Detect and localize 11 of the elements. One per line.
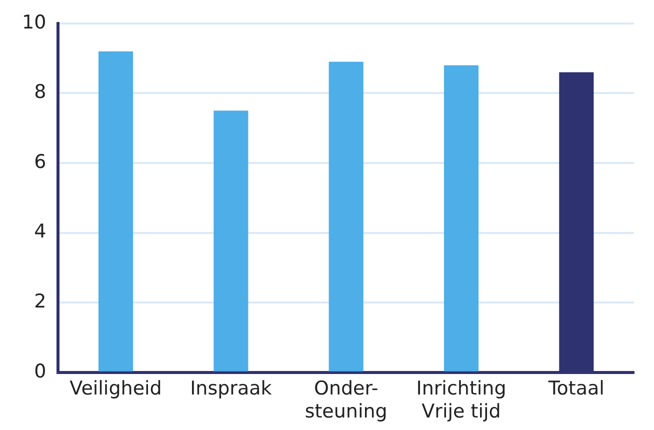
- x-tick-label: Totaal: [547, 378, 604, 400]
- x-tick-label: Inrichting Vrije tijd: [416, 378, 506, 423]
- x-tick-label: Veiligheid: [70, 378, 162, 400]
- x-tick-label: Onder- steuning: [304, 378, 388, 423]
- y-tick-label: 8: [34, 81, 46, 104]
- y-tick-label: 0: [34, 360, 46, 382]
- x-tick-label: Inspraak: [190, 378, 272, 400]
- y-tick-label: 2: [34, 290, 46, 313]
- y-tick-label: 4: [34, 220, 46, 243]
- y-tick-label: 6: [34, 150, 46, 173]
- y-tick-label: 10: [22, 11, 46, 34]
